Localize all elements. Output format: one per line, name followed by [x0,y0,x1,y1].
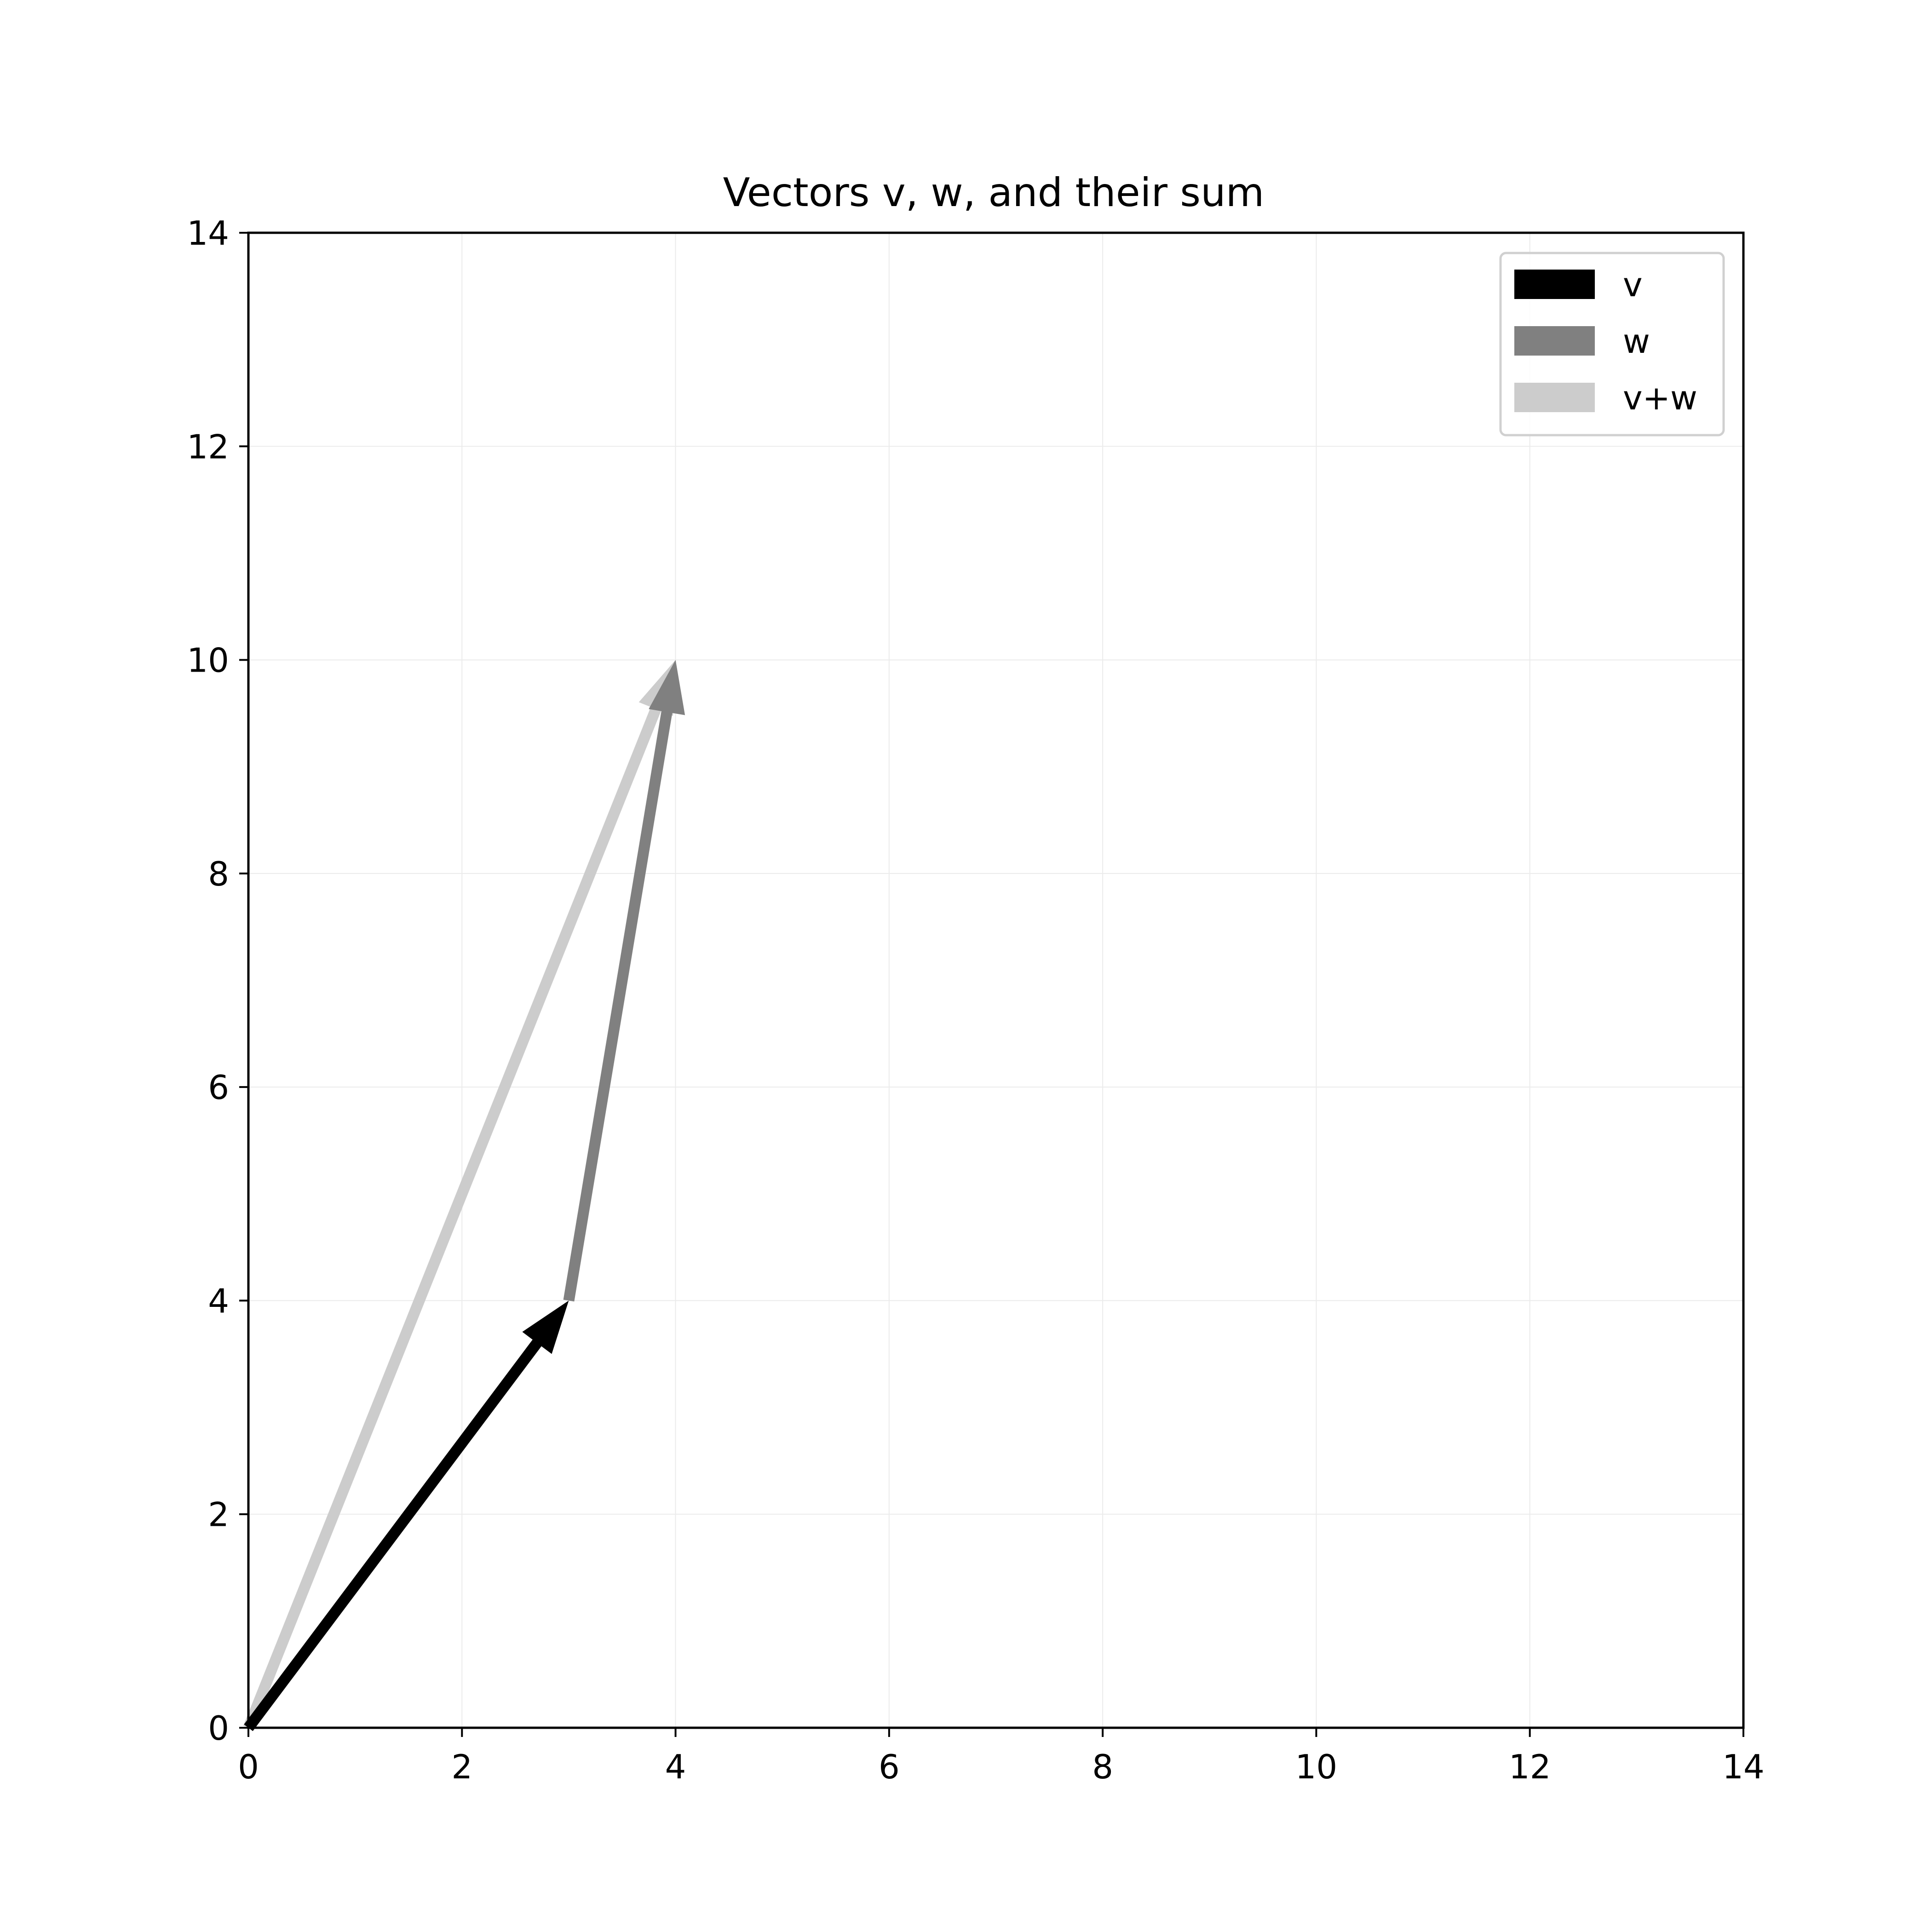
legend-swatch [1514,270,1595,299]
y-tick-label: 8 [208,855,229,893]
plot-frame [247,231,1745,1729]
y-tick-label: 14 [187,214,229,253]
x-tick-label: 6 [879,1748,900,1786]
x-tick-label: 10 [1295,1748,1338,1786]
y-tick-label: 10 [187,641,229,680]
x-tick-label: 14 [1722,1748,1765,1786]
chart-title: Vectors v, w, and their sum [723,170,1265,216]
y-tick-label: 0 [208,1709,229,1748]
legend: vw v+w [1499,252,1725,437]
ticks: 0 2 4 6 8 10 12 14 0 2 4 6 8 10 12 14 [187,214,1764,1786]
legend-swatch [1514,326,1595,356]
legend-swatch [1514,383,1595,412]
vectors [243,660,685,1731]
y-tick-label: 12 [187,427,229,466]
vector-arrow-v [244,1300,569,1731]
x-tick-label: 4 [665,1748,686,1786]
x-tick-label: 8 [1092,1748,1113,1786]
legend-label: v+w [1623,379,1697,417]
x-tick-label: 0 [238,1748,259,1786]
y-tick-label: 2 [208,1495,229,1534]
x-tick-label: 2 [451,1748,472,1786]
y-tick-label: 4 [208,1282,229,1320]
x-tick-label: 12 [1509,1748,1551,1786]
legend-label: w [1623,322,1650,361]
legend-label: v [1623,265,1643,304]
vector-arrow-w [563,660,685,1302]
vector-arrow-v-plus-w [243,660,676,1730]
y-tick-label: 6 [208,1068,229,1107]
